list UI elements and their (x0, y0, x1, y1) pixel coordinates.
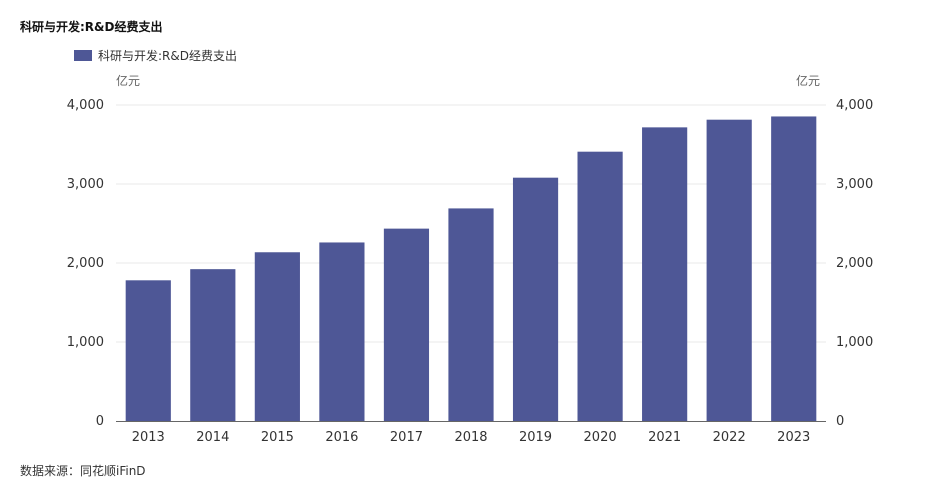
bar (254, 252, 300, 421)
legend: 科研与开发:R&D经费支出 (74, 47, 237, 64)
bar (383, 228, 430, 421)
y-tick-label-right: 0 (836, 414, 844, 429)
y-tick-label-left: 4,000 (67, 98, 104, 113)
y-tick-label-right: 2,000 (836, 256, 873, 271)
legend-swatch (74, 50, 92, 61)
y-tick-label-left: 1,000 (67, 335, 104, 350)
x-tick-label: 2023 (777, 430, 810, 445)
bar (190, 269, 236, 421)
x-tick-label: 2022 (713, 430, 746, 445)
x-tick-label: 2018 (454, 430, 487, 445)
bar (448, 208, 494, 421)
y-tick-label-right: 4,000 (836, 98, 873, 113)
legend-label: 科研与开发:R&D经费支出 (98, 49, 237, 63)
x-tick-label: 2020 (584, 430, 617, 445)
bar (577, 151, 623, 421)
x-tick-label: 2017 (390, 430, 423, 445)
x-tick-label: 2016 (325, 430, 358, 445)
x-tick-label: 2013 (132, 430, 165, 445)
x-tick-label: 2015 (261, 430, 294, 445)
bar (512, 177, 559, 421)
y-tick-label-left: 3,000 (67, 177, 104, 192)
data-source: 数据来源：同花顺iFinD (20, 464, 146, 478)
x-tick-label: 2021 (648, 430, 681, 445)
y-tick-label-left: 2,000 (67, 256, 104, 271)
bar (125, 280, 171, 421)
bar (771, 116, 817, 421)
y-tick-label-right: 3,000 (836, 177, 873, 192)
y-tick-label-left: 0 (96, 414, 104, 429)
x-tick-label: 2019 (519, 430, 552, 445)
bar (706, 119, 752, 421)
bar (319, 242, 365, 421)
y-axis-unit-left: 亿元 (116, 74, 141, 88)
y-tick-label-right: 1,000 (836, 335, 873, 350)
y-axis-unit-right: 亿元 (796, 74, 821, 88)
x-tick-label: 2014 (196, 430, 229, 445)
chart-title: 科研与开发:R&D经费支出 (20, 20, 163, 34)
bar (642, 127, 688, 422)
